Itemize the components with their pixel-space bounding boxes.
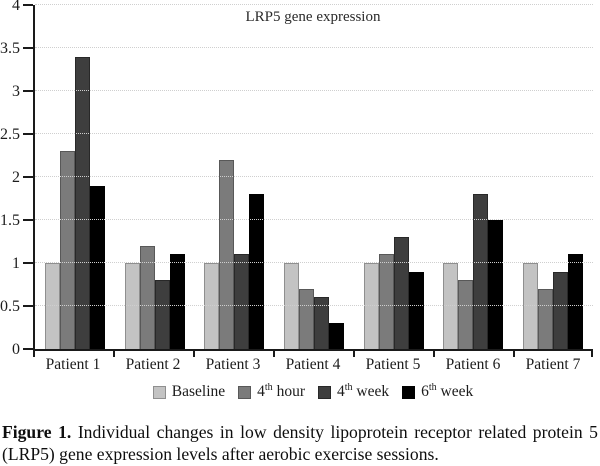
bar [568,254,584,349]
legend-swatch-icon [402,385,416,399]
legend-item: Baseline [152,383,226,401]
x-tick [33,351,35,357]
bar [169,254,185,349]
y-tick-label: 3 [12,83,20,100]
bar [124,263,140,349]
gridline [35,4,593,5]
legend-swatch-icon [238,385,252,399]
bar [553,271,569,349]
bar [299,288,315,349]
x-tick [193,351,195,357]
legend-item: 4th hour [238,381,305,401]
legend-label: 4th week [336,381,390,400]
y-tick [23,176,33,178]
x-category-label: Patient 2 [125,356,181,373]
x-axis-ticks [33,351,593,358]
y-tick [23,348,33,350]
chart-title: LRP5 gene expression [245,9,381,25]
gridline [35,176,593,177]
x-tick [353,351,355,357]
bar-groups [35,5,593,349]
legend-item: 6th week [402,381,474,401]
y-tick [23,4,33,6]
gridline [35,305,593,306]
y-tick-label: 2 [12,169,20,186]
bar-group-2 [115,5,195,349]
bar [314,297,330,349]
x-tick [273,351,275,357]
x-tick [113,351,115,357]
bar-group-7 [513,5,593,349]
y-tick-label: 2.5 [0,126,20,143]
figure-caption-text: Individual changes in low density lipopr… [2,422,598,465]
bar [329,323,345,349]
x-category-label: Patient 7 [525,356,581,373]
bar-group-1 [35,5,115,349]
bar [89,185,105,349]
x-tick [513,351,515,357]
legend-item: 4th week [317,381,390,401]
y-tick [23,90,33,92]
bar [458,280,474,349]
x-category-label: Patient 1 [45,356,101,373]
y-tick-label: 0 [12,341,20,358]
figure-caption-label: Figure 1. [2,422,72,442]
y-tick-label: 4 [12,0,20,14]
bar [219,159,235,349]
legend-label: 4th hour [257,381,305,400]
bar [378,254,394,349]
x-category-label: Patient 3 [205,356,261,373]
bar [488,220,504,349]
bar [74,56,90,349]
figure-caption: Figure 1. Individual changes in low dens… [2,421,598,466]
gridline [35,262,593,263]
bar [154,280,170,349]
gridline [35,47,593,48]
gridline [35,133,593,134]
y-tick [23,47,33,49]
bar [408,271,424,349]
gridline [35,219,593,220]
y-tick [23,305,33,307]
bar [473,194,489,349]
x-category-label: Patient 6 [445,356,501,373]
y-tick [23,262,33,264]
bar [204,263,220,349]
gridline [35,90,593,91]
bar-group-4 [274,5,354,349]
legend-swatch-icon [317,385,331,399]
plot-area [23,4,593,351]
bar [249,194,265,349]
y-tick-label: 0.5 [0,298,20,315]
x-category-label: Patient 4 [285,356,341,373]
bar-group-3 [194,5,274,349]
bar [139,245,155,349]
bar-group-6 [434,5,514,349]
chart-legend: Baseline 4th hour 4th week 6th week [33,381,593,401]
legend-label: Baseline [171,383,226,400]
x-tick [591,351,593,357]
y-tick-label: 1 [12,255,20,272]
bar-group-5 [354,5,434,349]
bar [443,263,459,349]
bar [234,254,250,349]
bar [538,288,554,349]
y-tick-label: 1.5 [0,212,20,229]
y-tick [23,219,33,221]
legend-label: 6th week [421,381,474,400]
legend-swatch-icon [152,385,166,399]
bar [44,263,60,349]
bar [523,263,539,349]
bar [363,263,379,349]
bar [393,237,409,349]
y-tick-label: 3.5 [0,40,20,57]
x-axis-category-labels: Patient 1 Patient 2 Patient 3 Patient 4 Pati… [33,356,593,374]
bar [59,151,75,349]
y-axis-labels: 0 0.5 1 1.5 2 2.5 3 3.5 4 [0,0,26,358]
x-category-label: Patient 5 [365,356,421,373]
x-tick [433,351,435,357]
y-tick [23,133,33,135]
bar [284,263,300,349]
